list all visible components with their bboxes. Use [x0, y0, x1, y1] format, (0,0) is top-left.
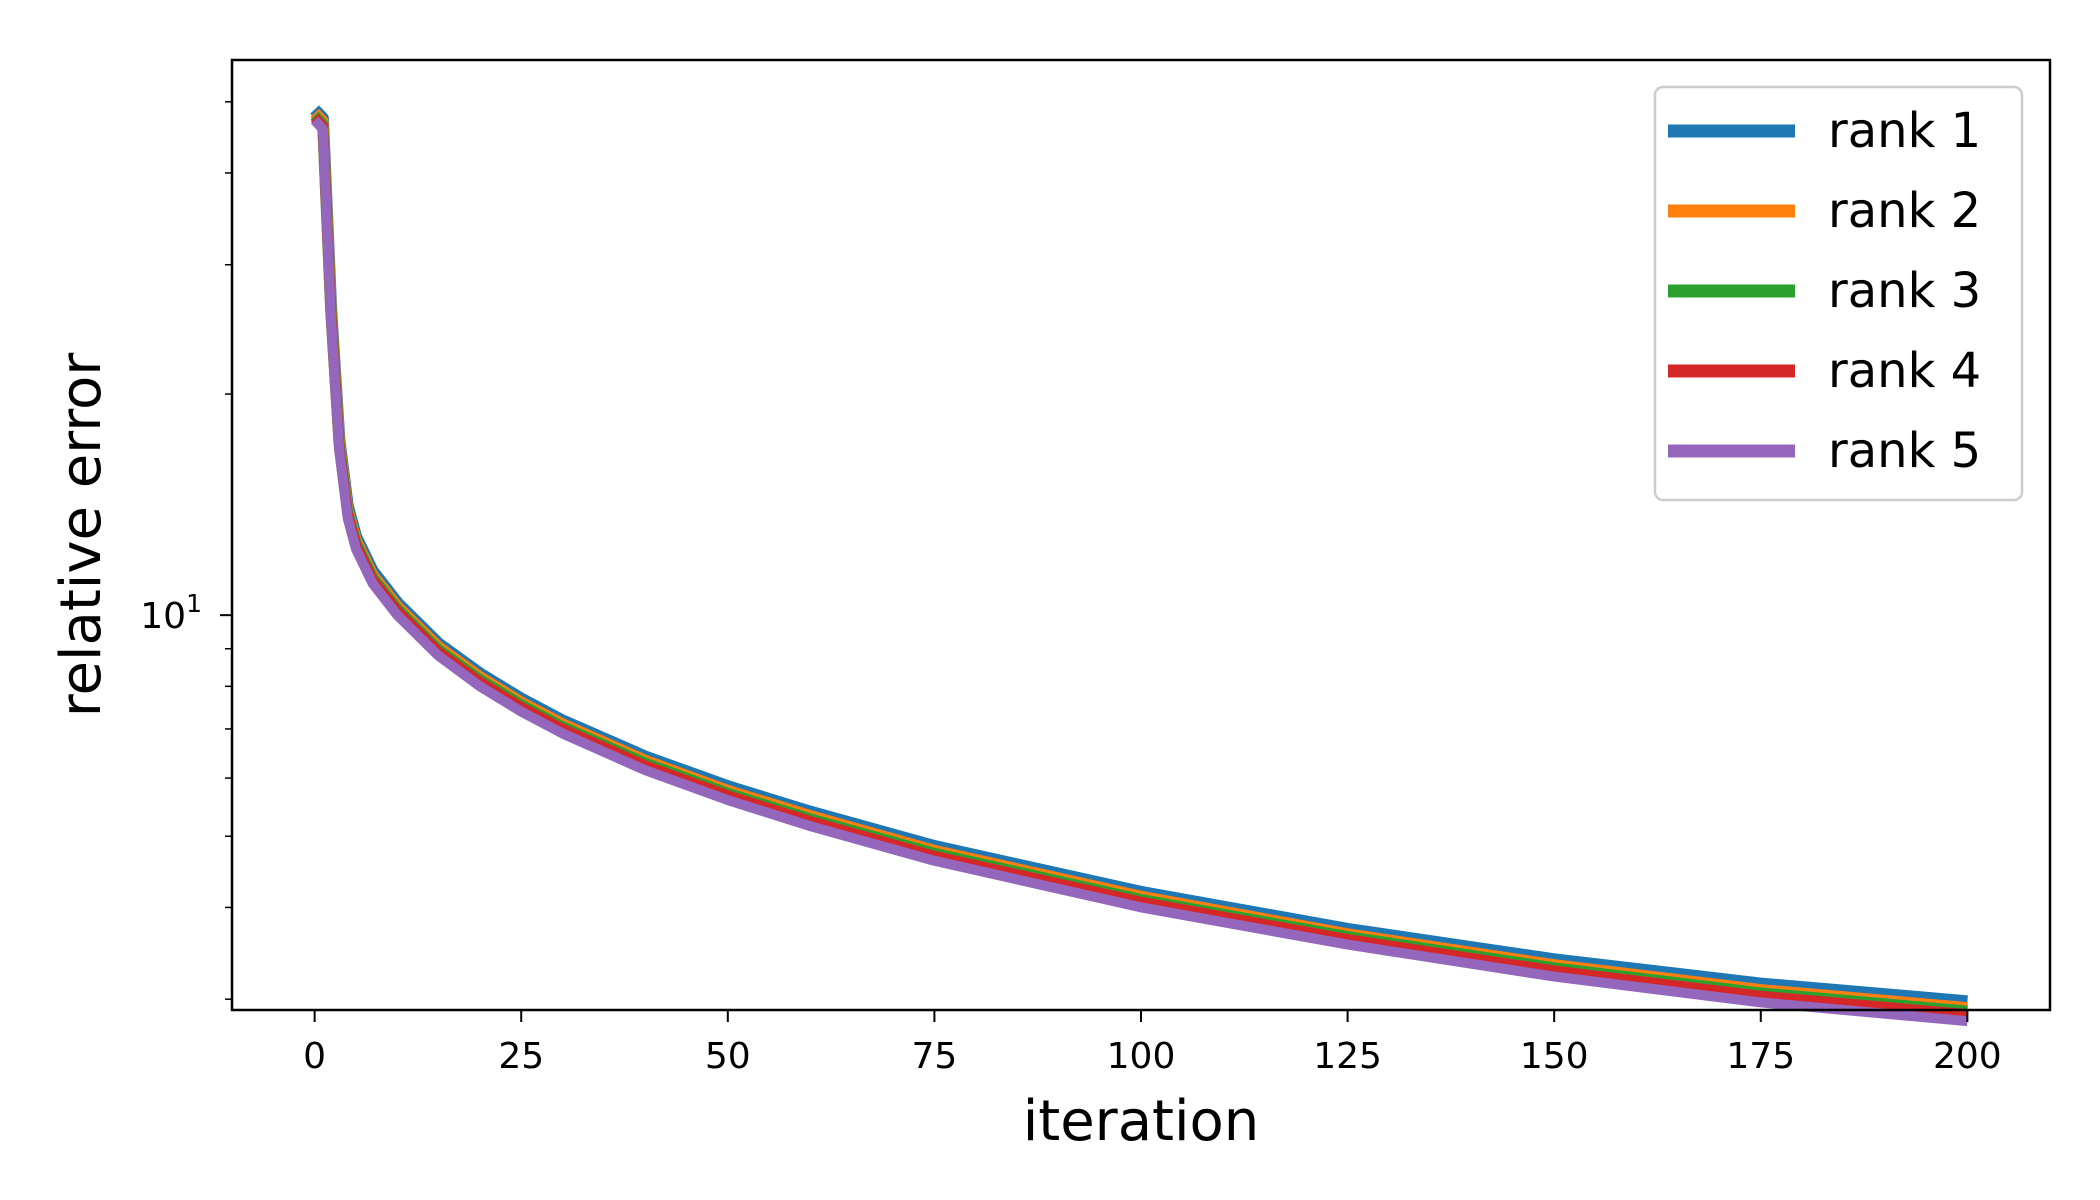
- x-tick-label: 175: [1726, 1036, 1795, 1077]
- x-tick-label: 125: [1313, 1036, 1382, 1077]
- series-line-5: [310, 116, 1968, 1027]
- y-tick-label: 101: [140, 589, 202, 637]
- legend-label-4: rank 4: [1828, 343, 1981, 399]
- x-tick-label: 75: [912, 1036, 958, 1077]
- legend-label-1: rank 1: [1828, 103, 1981, 159]
- x-tick-label: 50: [705, 1036, 751, 1077]
- y-axis-label: relative error: [49, 352, 114, 718]
- legend-frame: [1653, 85, 2024, 502]
- x-tick-label: 100: [1107, 1036, 1176, 1077]
- x-axis-label: iteration: [1023, 1089, 1260, 1154]
- plot-frame: [230, 58, 2052, 1012]
- x-tick-label: 200: [1933, 1036, 2002, 1077]
- x-tick-label: 150: [1520, 1036, 1589, 1077]
- ticks-layer: 0 25 50 75 100 125 150 175 200 101: [140, 101, 2002, 1077]
- legend-label-2: rank 2: [1828, 183, 1981, 239]
- legend-label-5: rank 5: [1828, 423, 1981, 479]
- legend: rank 1 rank 2 rank 3 rank 4 rank 5: [1653, 85, 2024, 502]
- series-layer: [310, 105, 1968, 1027]
- x-tick-label: 25: [498, 1036, 544, 1077]
- legend-label-3: rank 3: [1828, 263, 1981, 319]
- x-tick-label: 0: [303, 1036, 326, 1077]
